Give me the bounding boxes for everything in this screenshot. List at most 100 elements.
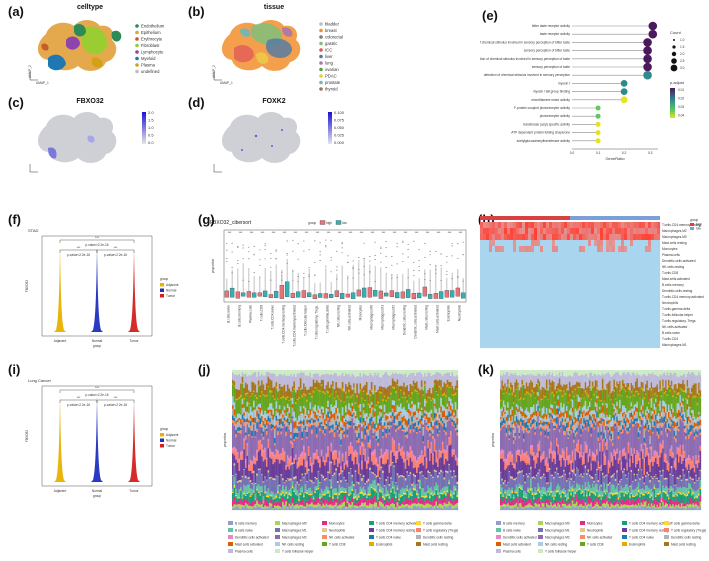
stack-segment [433, 471, 436, 487]
heatmap-cell [486, 240, 490, 247]
stack-segment [356, 430, 359, 438]
heatmap-cell [558, 240, 562, 247]
heatmap-cell [642, 312, 646, 319]
stack-segment [294, 493, 297, 495]
stack-segment [351, 370, 354, 374]
stack-segment [406, 438, 409, 452]
heatmap-cell [654, 246, 658, 253]
stack-segment [393, 455, 396, 466]
stack-segment [282, 493, 284, 497]
stack-segment [448, 387, 451, 398]
stack-segment [407, 465, 410, 475]
heatmap-cell [606, 228, 610, 235]
stack-segment [294, 403, 297, 418]
stack-segment [261, 380, 263, 392]
stack-segment [417, 492, 420, 498]
stack-segment [232, 447, 234, 451]
stack-segment [501, 380, 504, 389]
stack-segment [275, 475, 278, 477]
heatmap-cell [489, 306, 493, 313]
heatmap-cell [555, 342, 559, 349]
row-label: Neutrophils [662, 301, 679, 305]
stack-segment [365, 392, 368, 395]
legend-title: group [160, 277, 168, 281]
heatmap-cell [492, 330, 496, 337]
stack-segment [425, 411, 428, 415]
stack-segment [407, 403, 410, 409]
heatmap-cell [537, 264, 541, 271]
stack-segment [396, 489, 399, 498]
heatmap-cell [522, 222, 526, 229]
stack-segment [390, 418, 392, 422]
stack-segment [432, 433, 434, 436]
heatmap-cell [594, 330, 598, 337]
stack-segment [409, 397, 412, 399]
stack-segment [314, 387, 317, 389]
stack-segment [395, 419, 397, 426]
stack-segment [235, 459, 237, 474]
heatmap-cell [480, 246, 484, 253]
term-label: sensory perception of taste [532, 65, 570, 69]
sig-pvalue: p-value<2.2e-16 [104, 403, 127, 407]
stack-segment [446, 460, 449, 472]
stack-segment [327, 471, 330, 473]
heatmap-cell [480, 312, 484, 319]
heatmap-cell [594, 264, 598, 271]
stack-segment [322, 503, 325, 508]
group-bar-low [570, 216, 660, 220]
stack-segment [259, 449, 262, 469]
stack-segment [453, 471, 455, 486]
stack-segment [432, 490, 434, 495]
stack-segment [291, 386, 294, 391]
heatmap-cell [492, 270, 496, 277]
heatmap-cell [654, 252, 658, 259]
heatmap-cell [480, 330, 484, 337]
stack-segment [299, 411, 302, 414]
heatmap-cell [528, 300, 532, 307]
stack-segment [240, 430, 242, 434]
stack-segment [298, 460, 300, 467]
stack-segment [420, 450, 423, 453]
heatmap-cell [585, 330, 589, 337]
stack-segment [290, 478, 292, 481]
stack-segment [333, 472, 336, 475]
stack-segment [440, 503, 443, 508]
heatmap-cell [570, 270, 574, 277]
stack-segment [278, 457, 281, 464]
heatmap-cell [564, 306, 568, 313]
lollipop-dot [595, 138, 601, 144]
stack-segment [385, 371, 388, 389]
stack-segment [340, 439, 342, 445]
stack-segment [306, 399, 309, 402]
outlier-point [363, 274, 365, 276]
heatmap-cell [612, 282, 616, 289]
stack-segment [378, 491, 381, 498]
heatmap-cell [639, 288, 643, 295]
heatmap-cell [564, 324, 568, 331]
heatmap-cell [501, 276, 505, 283]
stack-segment [370, 483, 373, 487]
stack-segment [232, 370, 234, 373]
stack-segment [236, 500, 239, 505]
heatmap-cell [510, 324, 514, 331]
heatmap-cell [597, 258, 601, 265]
stack-segment [298, 503, 300, 506]
heatmap-cell [516, 336, 520, 343]
heatmap-cell [567, 234, 571, 241]
box-body [383, 292, 389, 297]
stack-segment [322, 495, 325, 498]
stack-segment [451, 501, 454, 505]
stack-segment [454, 486, 457, 489]
heatmap-cell [618, 276, 622, 283]
heatmap-cell [651, 324, 655, 331]
stack-segment [441, 471, 444, 473]
stack-segment [382, 500, 384, 504]
heatmap-cell [657, 318, 661, 325]
stack-segment [399, 427, 402, 449]
stack-segment [378, 386, 381, 392]
stack-segment [420, 506, 423, 511]
heatmap-cell [588, 240, 592, 247]
stack-segment [278, 388, 281, 391]
stack-segment [437, 494, 439, 499]
stack-segment [328, 504, 331, 509]
